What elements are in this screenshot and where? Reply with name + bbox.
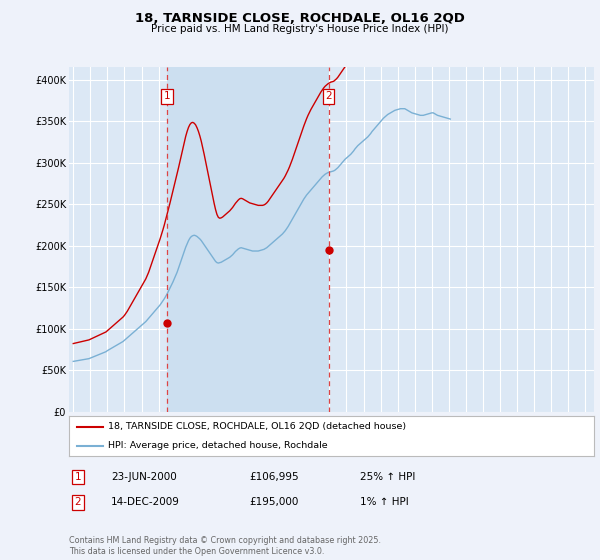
Text: 18, TARNSIDE CLOSE, ROCHDALE, OL16 2QD (detached house): 18, TARNSIDE CLOSE, ROCHDALE, OL16 2QD (…: [109, 422, 407, 431]
Text: £106,995: £106,995: [249, 472, 299, 482]
Text: 1% ↑ HPI: 1% ↑ HPI: [360, 497, 409, 507]
Text: 25% ↑ HPI: 25% ↑ HPI: [360, 472, 415, 482]
Text: HPI: Average price, detached house, Rochdale: HPI: Average price, detached house, Roch…: [109, 441, 328, 450]
Text: 1: 1: [74, 472, 82, 482]
Text: Contains HM Land Registry data © Crown copyright and database right 2025.
This d: Contains HM Land Registry data © Crown c…: [69, 536, 381, 556]
Bar: [167, 67, 329, 412]
Text: 1: 1: [163, 91, 170, 101]
Text: 2: 2: [325, 91, 332, 101]
Text: 2: 2: [74, 497, 82, 507]
Text: 14-DEC-2009: 14-DEC-2009: [111, 497, 180, 507]
Text: £195,000: £195,000: [249, 497, 298, 507]
Text: 18, TARNSIDE CLOSE, ROCHDALE, OL16 2QD: 18, TARNSIDE CLOSE, ROCHDALE, OL16 2QD: [135, 12, 465, 25]
Text: 23-JUN-2000: 23-JUN-2000: [111, 472, 177, 482]
Text: Price paid vs. HM Land Registry's House Price Index (HPI): Price paid vs. HM Land Registry's House …: [151, 24, 449, 34]
